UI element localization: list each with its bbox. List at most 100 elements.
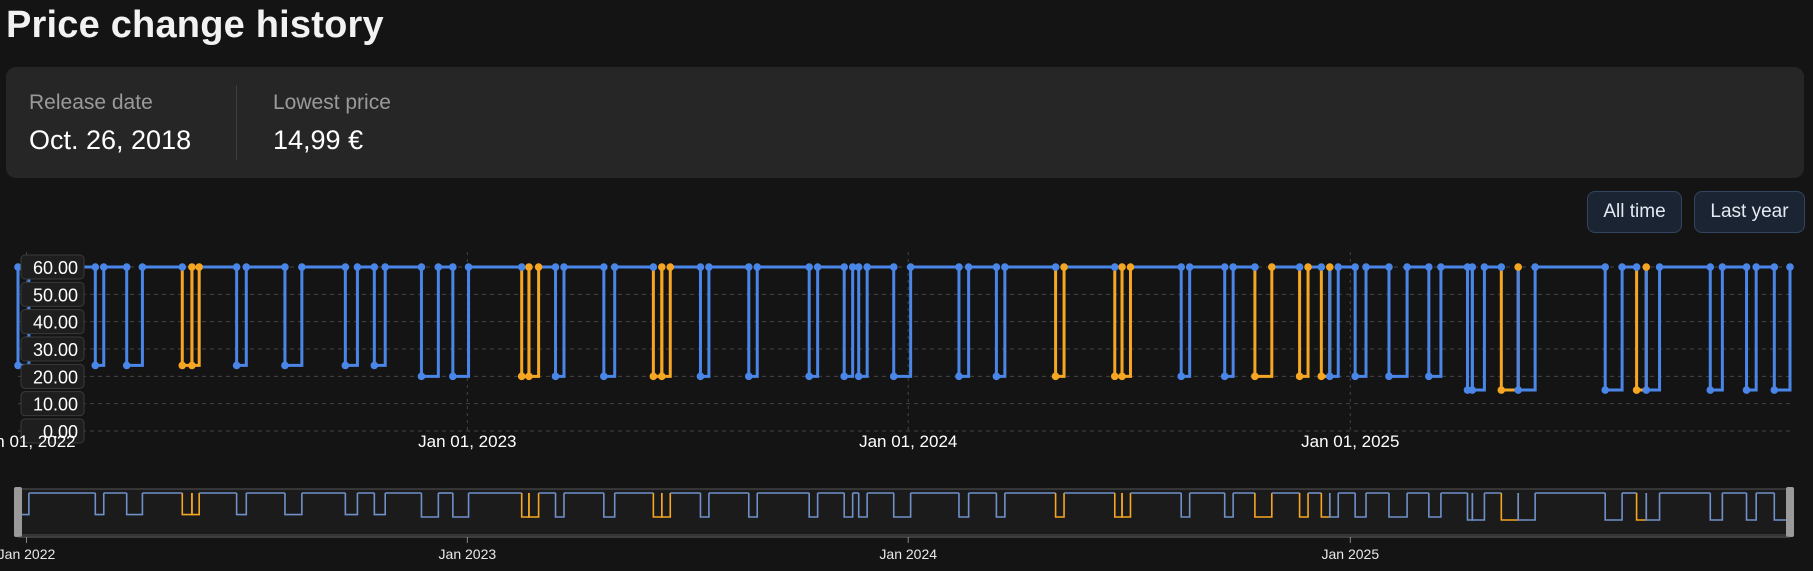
price-series[interactable] <box>16 265 1792 392</box>
full-price-point[interactable] <box>1304 263 1312 271</box>
full-price-point[interactable] <box>1362 263 1370 271</box>
sale-segment[interactable] <box>125 267 144 367</box>
full-price-point[interactable] <box>696 263 705 271</box>
lowest-price-sale-segment[interactable] <box>190 267 201 367</box>
sale-point[interactable] <box>1220 372 1229 381</box>
full-price-point[interactable] <box>91 263 100 271</box>
sale-segment[interactable] <box>602 267 617 378</box>
full-price-point[interactable] <box>1251 263 1259 271</box>
sale-point[interactable] <box>1642 386 1651 394</box>
full-price-point[interactable] <box>1220 263 1229 271</box>
sale-segment[interactable] <box>892 267 913 378</box>
full-price-point[interactable] <box>1001 263 1009 271</box>
lowest-price-point[interactable] <box>178 361 187 370</box>
full-price-point[interactable] <box>805 263 813 271</box>
lowest-price-point[interactable] <box>1110 372 1119 381</box>
full-price-point[interactable] <box>1718 263 1727 271</box>
full-price-point[interactable] <box>813 263 822 271</box>
sale-point[interactable] <box>840 372 849 381</box>
full-price-point[interactable] <box>1118 263 1126 271</box>
sale-segment[interactable] <box>1387 267 1409 378</box>
lowest-price-point[interactable] <box>525 372 533 381</box>
full-price-point[interactable] <box>649 263 658 271</box>
full-price-point[interactable] <box>1786 263 1794 271</box>
full-price-point[interactable] <box>188 263 196 271</box>
full-price-point[interactable] <box>99 263 108 271</box>
full-price-point[interactable] <box>848 263 857 271</box>
lowest-price-point[interactable] <box>1317 372 1326 381</box>
sale-point[interactable] <box>1385 372 1393 381</box>
sale-segment[interactable] <box>235 267 248 367</box>
sale-segment[interactable] <box>554 267 566 378</box>
full-price-point[interactable] <box>232 263 241 271</box>
lowest-price-point[interactable] <box>1632 386 1641 394</box>
range-navigator[interactable]: Jan 2022 Jan 2023 Jan 2024 Jan 2025 <box>0 487 1794 562</box>
sale-segment[interactable] <box>451 267 471 378</box>
sale-point[interactable] <box>1706 386 1715 394</box>
sale-segment[interactable] <box>747 267 759 378</box>
sale-segment[interactable] <box>419 267 440 378</box>
full-price-point[interactable] <box>1514 263 1523 271</box>
full-price-point[interactable] <box>658 263 666 271</box>
sale-segment[interactable] <box>283 267 304 367</box>
sale-point[interactable] <box>696 372 705 381</box>
price-chart[interactable]: 0.00 10.00 20.00 30.00 40.00 50.00 60.00 Jan 0… <box>0 240 1813 571</box>
full-price-point[interactable] <box>964 263 973 271</box>
sale-segment[interactable] <box>1328 267 1340 378</box>
full-price-point[interactable] <box>666 263 675 271</box>
sale-point[interactable] <box>854 372 863 381</box>
full-price-point[interactable] <box>1752 263 1760 271</box>
full-price-point[interactable] <box>889 263 898 271</box>
full-price-point[interactable] <box>298 263 306 271</box>
full-price-point[interactable] <box>122 263 131 271</box>
full-price-point[interactable] <box>840 263 849 271</box>
sale-point[interactable] <box>1325 372 1334 381</box>
sale-point[interactable] <box>91 361 100 370</box>
sale-segment[interactable] <box>1427 267 1443 378</box>
full-price-point[interactable] <box>381 263 390 271</box>
lowest-price-point[interactable] <box>1295 372 1304 381</box>
lowest-price-sale-segment[interactable] <box>1499 267 1520 392</box>
lowest-price-point[interactable] <box>1118 372 1126 381</box>
sale-point[interactable] <box>1742 386 1751 394</box>
full-price-point[interactable] <box>1325 263 1334 271</box>
full-price-point[interactable] <box>551 263 560 271</box>
full-price-point[interactable] <box>1655 263 1664 271</box>
full-price-point[interactable] <box>1351 263 1359 271</box>
sale-segment[interactable] <box>372 267 387 367</box>
sale-segment[interactable] <box>1516 267 1537 392</box>
full-price-point[interactable] <box>610 263 619 271</box>
full-price-point[interactable] <box>517 263 526 271</box>
sale-point[interactable] <box>955 372 963 381</box>
full-price-point[interactable] <box>417 263 426 271</box>
sale-point[interactable] <box>341 361 350 370</box>
full-price-point[interactable] <box>1403 263 1411 271</box>
full-price-point[interactable] <box>370 263 379 271</box>
sale-point[interactable] <box>232 361 241 370</box>
sale-point[interactable] <box>122 361 131 370</box>
full-price-point[interactable] <box>1185 263 1194 271</box>
sale-segment[interactable] <box>1772 267 1792 392</box>
all-time-button[interactable]: All time <box>1587 191 1682 233</box>
full-price-point[interactable] <box>1126 263 1135 271</box>
full-price-point[interactable] <box>1229 263 1237 271</box>
full-price-point[interactable] <box>560 263 568 271</box>
full-price-point[interactable] <box>534 263 543 271</box>
lowest-price-point[interactable] <box>1251 372 1259 381</box>
full-price-point[interactable] <box>1334 263 1343 271</box>
lowest-price-point[interactable] <box>1051 372 1060 381</box>
full-price-point[interactable] <box>992 263 1001 271</box>
full-price-point[interactable] <box>1642 263 1651 271</box>
full-price-point[interactable] <box>1463 263 1472 271</box>
lowest-price-point[interactable] <box>188 361 196 370</box>
full-price-point[interactable] <box>1268 263 1276 271</box>
lowest-price-point[interactable] <box>517 372 526 381</box>
full-price-point[interactable] <box>14 263 22 271</box>
sale-point[interactable] <box>744 372 753 381</box>
sale-segment[interactable] <box>1708 267 1724 392</box>
full-price-point[interactable] <box>525 263 533 271</box>
full-price-point[interactable] <box>1497 263 1506 271</box>
full-price-point[interactable] <box>1317 263 1326 271</box>
sale-point[interactable] <box>449 372 457 381</box>
full-price-point[interactable] <box>341 263 350 271</box>
